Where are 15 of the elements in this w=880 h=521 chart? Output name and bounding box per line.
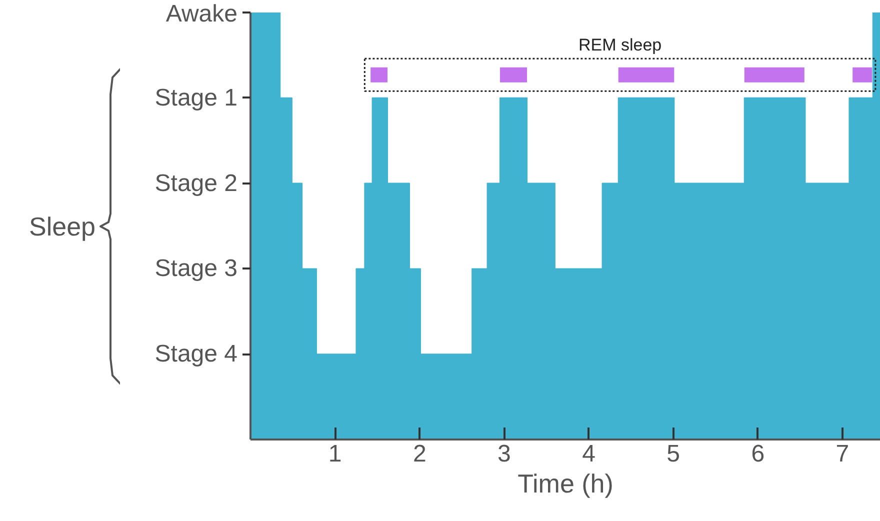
x-tick-label: 7: [836, 440, 850, 468]
text: Stage 1: [154, 84, 238, 112]
x-tick-label: 2: [412, 440, 426, 468]
x-tick-label: 5: [666, 440, 680, 468]
text: Stage 4: [154, 340, 238, 368]
x-tick-label: 4: [582, 440, 596, 468]
text: Awake: [166, 0, 238, 28]
x-tick-label: 1: [328, 440, 342, 468]
text: Stage 2: [154, 170, 238, 197]
text: Sleep: [29, 211, 96, 242]
x-tick-label: 3: [498, 440, 511, 468]
series-label: REM sleep: [578, 35, 662, 54]
x-axis-title: Time (h): [518, 468, 614, 498]
x-tick-label: 6: [751, 440, 765, 468]
text: Stage 3: [154, 255, 238, 282]
